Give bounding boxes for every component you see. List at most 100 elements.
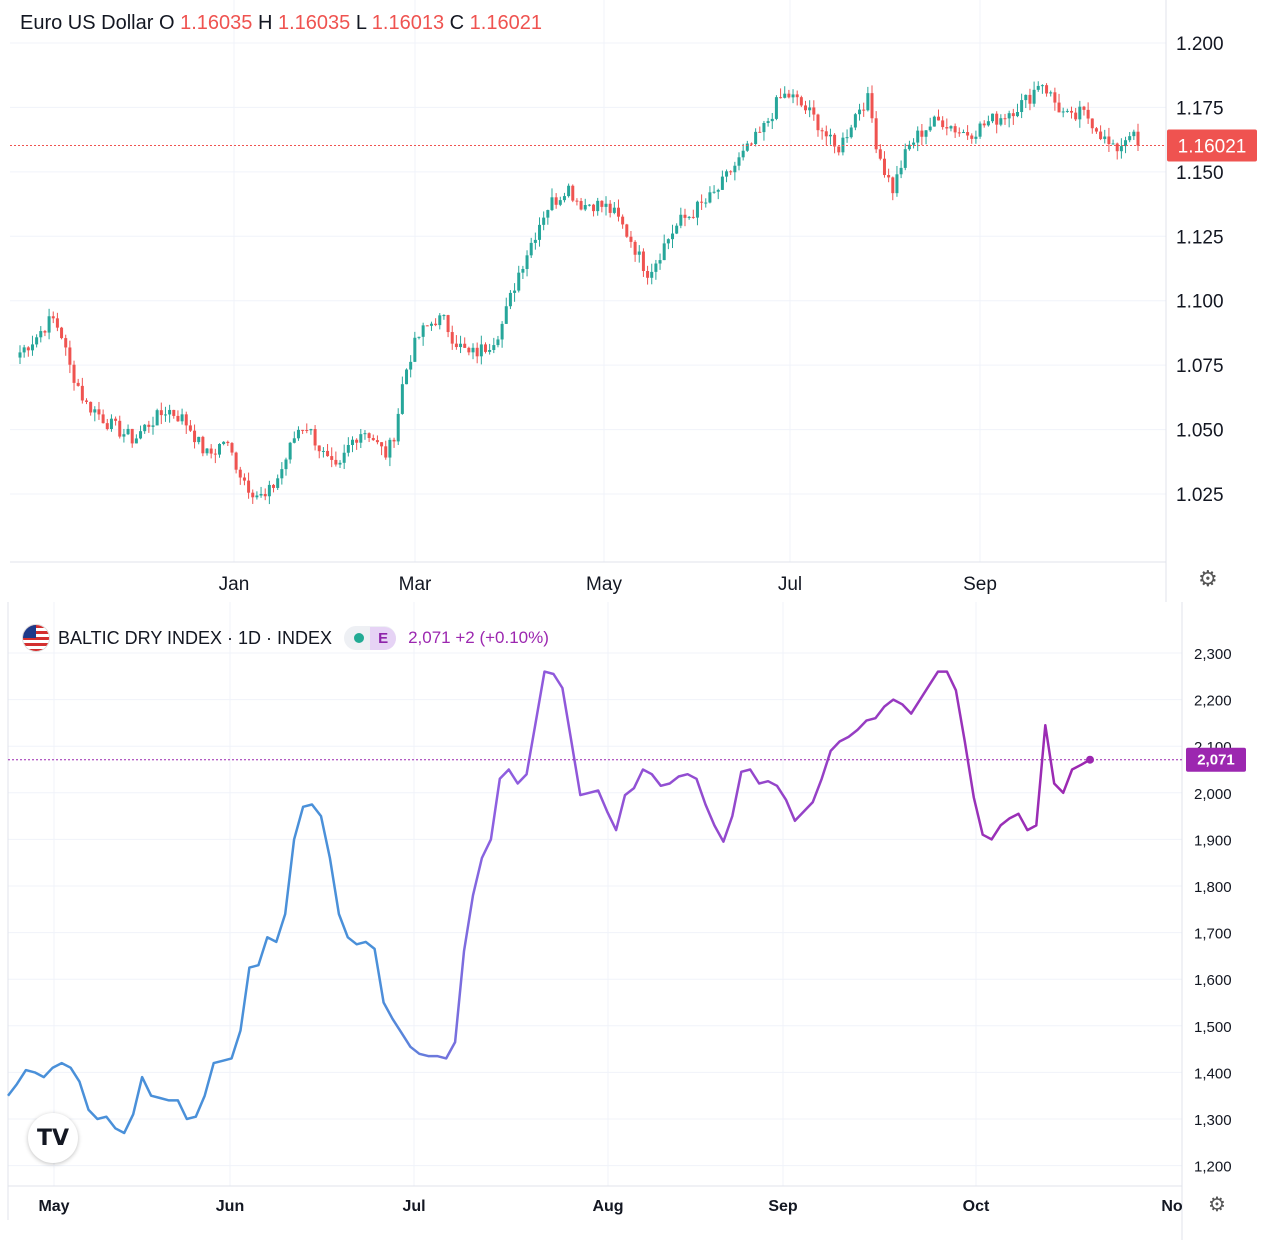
tradingview-logo[interactable]: TV bbox=[28, 1113, 78, 1163]
candle-body bbox=[646, 271, 650, 278]
candle-body bbox=[795, 94, 799, 98]
candle-body bbox=[978, 123, 982, 137]
candle-body bbox=[845, 137, 849, 139]
bottom-price-axis[interactable]: 2,3002,2002,1002,0001,9001,8001,7001,600… bbox=[1194, 646, 1232, 1176]
candle-body bbox=[504, 306, 508, 324]
candle-body bbox=[945, 127, 949, 129]
candle-body bbox=[928, 126, 932, 131]
candle-body bbox=[1099, 131, 1103, 140]
candle-body bbox=[816, 114, 820, 131]
candle-body bbox=[941, 120, 945, 128]
top-price-axis[interactable]: 1.200 1.175 1.150 1.125 1.100 1.075 1.050 1.025 bbox=[1176, 34, 1224, 506]
candle-body bbox=[321, 450, 325, 452]
candle-body bbox=[284, 459, 288, 470]
candle-body bbox=[1074, 112, 1078, 120]
candle-body bbox=[937, 116, 941, 121]
last-value-label: 2,071 bbox=[1197, 752, 1235, 769]
candle-body bbox=[924, 130, 928, 137]
candle-body bbox=[454, 343, 458, 348]
candle-body bbox=[546, 210, 550, 218]
top-time-axis[interactable]: Jan Mar May Jul Sep bbox=[219, 574, 997, 595]
price-tick-label: 1.175 bbox=[1176, 98, 1224, 119]
candle-body bbox=[999, 118, 1003, 125]
candle-body bbox=[30, 344, 34, 351]
candle-body bbox=[550, 197, 554, 211]
candle-body bbox=[562, 196, 566, 201]
candle-body bbox=[1111, 143, 1115, 145]
candle-body bbox=[592, 204, 596, 212]
candle-body bbox=[326, 450, 330, 457]
candle-body bbox=[1119, 146, 1123, 152]
candle-body bbox=[866, 93, 870, 111]
candle-body bbox=[47, 316, 51, 333]
price-tick-label: 1.075 bbox=[1176, 356, 1224, 377]
candle-body bbox=[230, 443, 234, 453]
candle-body bbox=[538, 224, 542, 240]
candle-body bbox=[500, 323, 504, 340]
candle-body bbox=[745, 143, 749, 151]
value-tick-label: 2,000 bbox=[1194, 786, 1232, 803]
candle-body bbox=[982, 123, 986, 126]
candle-body bbox=[637, 251, 641, 255]
candle-body bbox=[22, 347, 26, 353]
candle-body bbox=[205, 448, 209, 454]
candle-body bbox=[903, 149, 907, 168]
settings-icon[interactable]: ⚙ bbox=[1208, 1194, 1226, 1216]
time-tick-label: Mar bbox=[399, 574, 432, 595]
candle-body bbox=[467, 347, 471, 353]
candle-body bbox=[317, 445, 321, 452]
candle-body bbox=[587, 204, 591, 206]
candle-body bbox=[1090, 118, 1094, 129]
value-tick-label: 1,600 bbox=[1194, 972, 1232, 989]
candle-body bbox=[280, 469, 284, 479]
last-value-badge: 2,071 bbox=[1186, 747, 1246, 772]
candle-body bbox=[80, 385, 84, 401]
candle-body bbox=[837, 146, 841, 153]
candle-body bbox=[1045, 85, 1049, 94]
time-tick-label: Jun bbox=[216, 1198, 244, 1215]
candle-body bbox=[533, 239, 537, 243]
candle-body bbox=[184, 414, 188, 426]
candle-body bbox=[666, 239, 670, 244]
value-tick-label: 1,900 bbox=[1194, 832, 1232, 849]
value-tick-label: 2,200 bbox=[1194, 693, 1232, 710]
market-open-icon bbox=[354, 633, 365, 643]
candle-body bbox=[234, 452, 238, 470]
candle-body bbox=[600, 200, 604, 207]
candle-body bbox=[76, 382, 80, 386]
candle-body bbox=[55, 318, 59, 328]
candle-body bbox=[654, 263, 658, 272]
candle-body bbox=[820, 130, 824, 132]
time-tick-label: Jul bbox=[778, 574, 802, 595]
eurusd-chart[interactable]: 1.200 1.175 1.150 1.125 1.100 1.075 1.050 1.025… bbox=[0, 0, 1262, 602]
candle-body bbox=[691, 216, 695, 218]
candle-body bbox=[754, 131, 758, 144]
value-tick-label: 1,300 bbox=[1194, 1112, 1232, 1129]
last-price-badge: 1.16021 bbox=[1167, 129, 1257, 162]
candle-body bbox=[508, 292, 512, 307]
candle-body bbox=[72, 364, 76, 383]
bottom-time-axis[interactable]: May Jun Jul Aug Sep Oct No bbox=[38, 1198, 1182, 1215]
gear-icon[interactable]: ⚙ bbox=[1198, 566, 1218, 591]
candle-body bbox=[434, 323, 438, 326]
candle-body bbox=[1128, 136, 1132, 141]
baltic-dry-chart[interactable]: 2,3002,2002,1002,0001,9001,8001,7001,600… bbox=[0, 602, 1262, 1240]
candle-body bbox=[862, 109, 866, 111]
candle-body bbox=[949, 126, 953, 129]
open-value: 1.16035 bbox=[180, 12, 253, 34]
candle-body bbox=[1061, 111, 1065, 113]
candle-body bbox=[118, 420, 122, 437]
candle-body bbox=[762, 122, 766, 133]
symbol-title[interactable]: Euro US Dollar bbox=[20, 12, 154, 34]
candle-body bbox=[139, 431, 143, 439]
candle-body bbox=[313, 429, 317, 446]
candle-body bbox=[35, 337, 39, 345]
eurusd-legend: Euro US Dollar O 1.16035 H 1.16035 L 1.1… bbox=[20, 12, 542, 35]
bottom-grid bbox=[8, 602, 1182, 1186]
value-tick-label: 1,800 bbox=[1194, 879, 1232, 896]
candle-body bbox=[380, 442, 384, 447]
candle-body bbox=[18, 352, 22, 358]
bdi-title[interactable]: BALTIC DRY INDEX · 1D · INDEX bbox=[58, 627, 333, 648]
market-status-pill[interactable]: E bbox=[344, 626, 397, 650]
candle-body bbox=[853, 114, 857, 128]
